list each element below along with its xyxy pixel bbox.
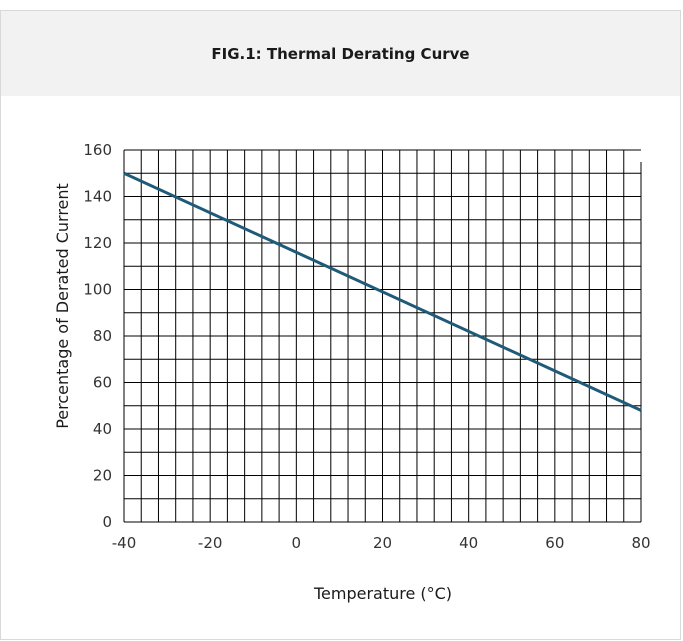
figure-header: FIG.1: Thermal Derating Curve bbox=[1, 11, 680, 96]
y-tick-labels: 0 20 40 60 80 100 120 140 160 bbox=[83, 141, 112, 531]
x-tick-label: 0 bbox=[292, 534, 302, 552]
x-axis-label: Temperature (°C) bbox=[313, 584, 452, 603]
x-tick-label: 80 bbox=[631, 534, 650, 552]
y-tick-label: 100 bbox=[83, 281, 112, 299]
y-axis-label: Percentage of Derated Current bbox=[53, 183, 72, 429]
x-tick-label: 20 bbox=[373, 534, 392, 552]
x-tick-label: -20 bbox=[198, 534, 223, 552]
x-tick-label: -40 bbox=[112, 534, 137, 552]
y-tick-label: 140 bbox=[83, 188, 112, 206]
x-tick-labels: -40 -20 0 20 40 60 80 bbox=[112, 534, 651, 552]
y-tick-label: 60 bbox=[93, 374, 112, 392]
chart-title: FIG.1: Thermal Derating Curve bbox=[211, 44, 470, 63]
y-tick-label: 160 bbox=[83, 141, 112, 159]
y-tick-label: 80 bbox=[93, 327, 112, 345]
y-tick-label: 120 bbox=[83, 234, 112, 252]
y-tick-label: 0 bbox=[102, 513, 112, 531]
x-tick-label: 40 bbox=[459, 534, 478, 552]
x-tick-label: 60 bbox=[545, 534, 564, 552]
derating-curve-line bbox=[123, 171, 642, 412]
figure-frame: FIG.1: Thermal Derating Curve bbox=[0, 10, 681, 640]
y-tick-label: 40 bbox=[93, 420, 112, 438]
chart-series bbox=[123, 171, 642, 412]
y-tick-label: 20 bbox=[93, 467, 112, 485]
chart-grid bbox=[123, 149, 642, 523]
